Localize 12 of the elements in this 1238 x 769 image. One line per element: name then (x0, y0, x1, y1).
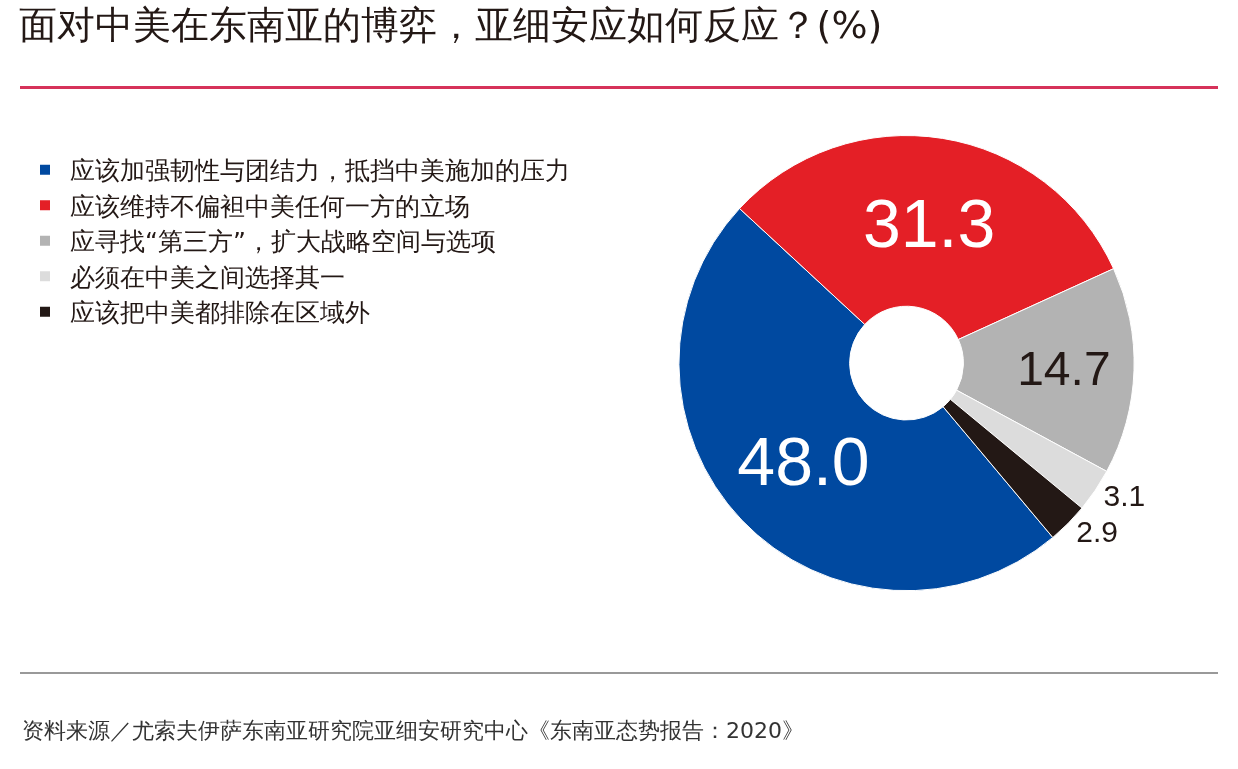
legend-label: 应该把中美都排除在区域外 (70, 298, 370, 328)
text: 资料来源／尤索夫伊萨东南亚研究院亚细安研究中心《东南亚态势报告：2020》 (22, 718, 804, 743)
legend-label: 应寻找“第三方”，扩大战略空间与选项 (70, 227, 496, 257)
chart-title: 面对中美在东南亚的博弈，亚细安应如何反应？(%) (18, 3, 883, 48)
data-label: 31.3 (862, 184, 996, 261)
legend-label: 应该维持不偏袒中美任何一方的立场 (70, 191, 470, 221)
data-label: 48.0 (737, 423, 870, 500)
data-label: 3.1 (1103, 478, 1146, 512)
legend-label: 必须在中美之间选择其一 (70, 262, 345, 292)
legend-label: 应该加强韧性与团结力，抵挡中美施加的压力 (70, 156, 570, 186)
data-label: 14.7 (1017, 341, 1111, 395)
data-label: 2.9 (1076, 515, 1119, 549)
